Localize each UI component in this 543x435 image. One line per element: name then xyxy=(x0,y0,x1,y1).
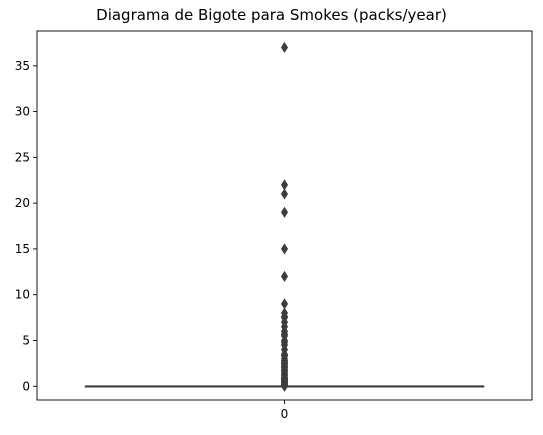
y-tick-label: 30 xyxy=(15,105,30,119)
outlier-point xyxy=(280,41,289,54)
x-axis: 0 xyxy=(281,400,289,421)
x-tick-label: 0 xyxy=(281,407,289,421)
outlier-layer xyxy=(280,41,289,392)
y-tick-label: 10 xyxy=(15,288,30,302)
y-tick-label: 20 xyxy=(15,196,30,210)
outlier-point xyxy=(280,188,289,200)
outlier-point xyxy=(280,298,289,310)
y-tick-label: 5 xyxy=(22,333,30,347)
outlier-point xyxy=(280,307,289,319)
y-tick-label: 15 xyxy=(15,242,30,256)
outlier-point xyxy=(280,179,289,191)
y-axis: 0 5 10 15 20 25 30 35 xyxy=(15,59,37,393)
outlier-point xyxy=(280,206,289,218)
outlier-point xyxy=(280,270,289,282)
y-tick-label: 35 xyxy=(15,59,30,73)
y-tick-label: 25 xyxy=(15,150,30,164)
outlier-point xyxy=(280,243,289,255)
chart-title: Diagrama de Bigote para Smokes (packs/ye… xyxy=(96,6,447,24)
y-tick-label: 0 xyxy=(22,379,30,393)
